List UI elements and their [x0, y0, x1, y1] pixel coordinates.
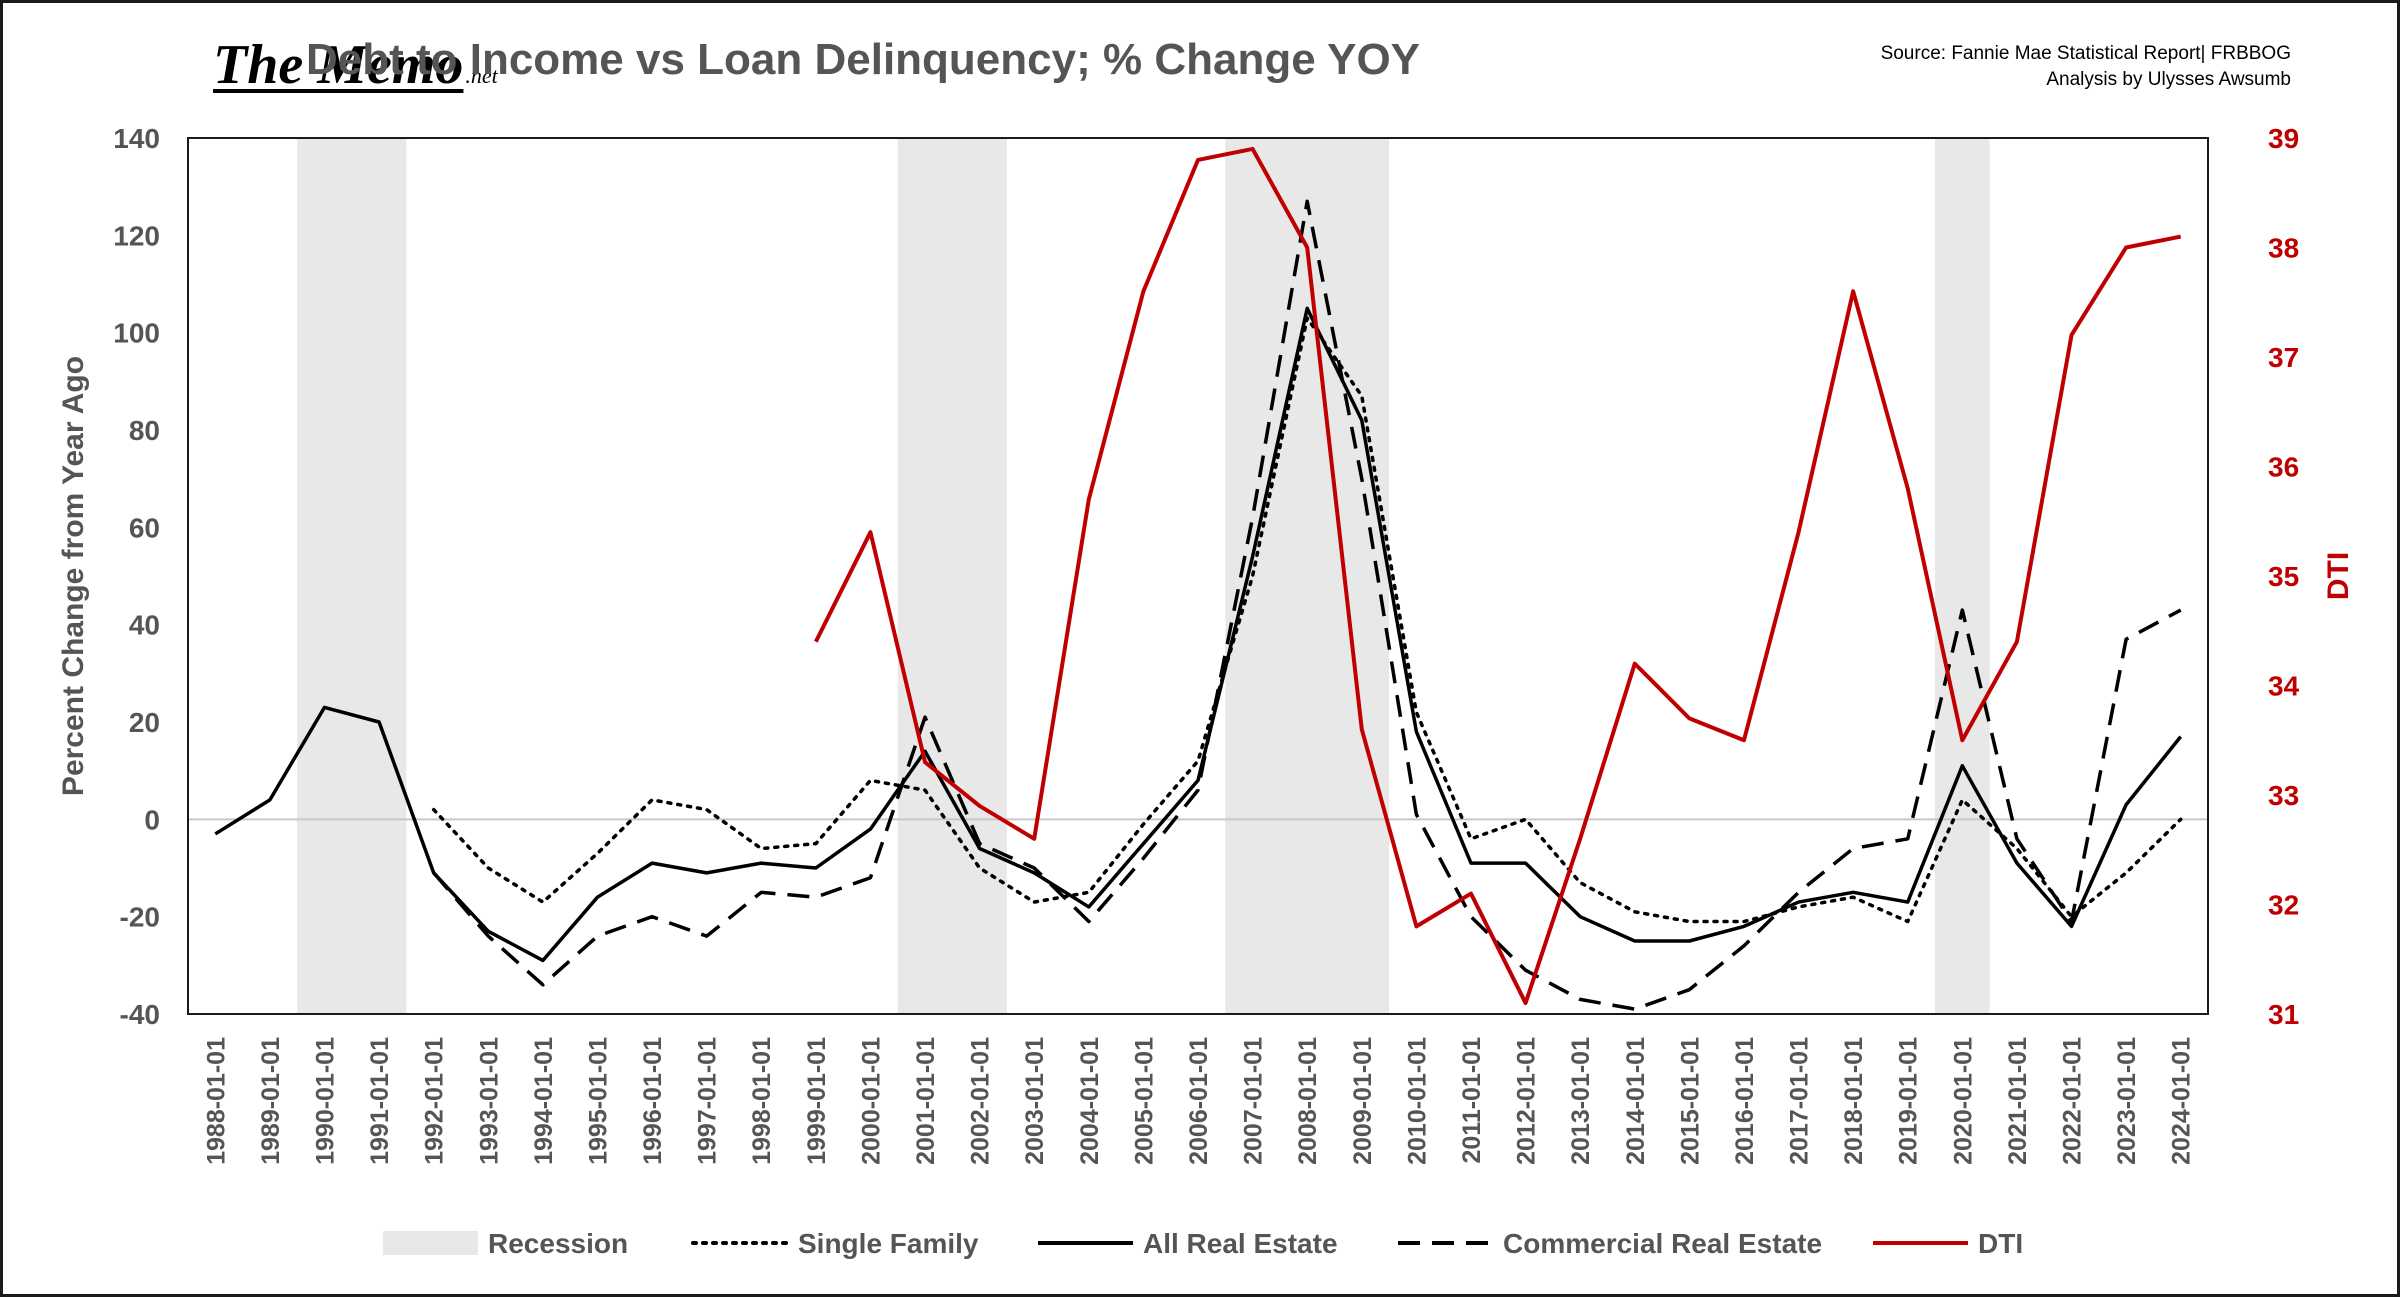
legend-label: Recession — [488, 1228, 628, 1259]
x-tick-label: 1998-01-01 — [748, 1037, 776, 1165]
y-tick-label: 20 — [129, 707, 160, 738]
series-line-all-real-estate — [214, 306, 2183, 963]
x-tick-label: 2003-01-01 — [1021, 1037, 1049, 1165]
x-tick-label: 1997-01-01 — [694, 1037, 722, 1165]
y-tick-label: -40 — [120, 999, 160, 1030]
x-tick-label: 1989-01-01 — [257, 1037, 285, 1165]
y-tick-label: -20 — [120, 902, 160, 933]
chart-canvas: -40 -20 0 20 40 60 80 100 120 140 31 32 33 34 35 36 37 38… — [57, 123, 2355, 1259]
x-tick-label: 1995-01-01 — [584, 1037, 612, 1165]
series-line-single-family — [431, 316, 2183, 924]
x-tick-label: 2011-01-01 — [1458, 1037, 1486, 1164]
x-tick-label: 2010-01-01 — [1403, 1037, 1431, 1165]
x-tick-label: 2015-01-01 — [1676, 1037, 1704, 1165]
x-tick-label: 2016-01-01 — [1731, 1037, 1759, 1165]
x-tick-label: 2006-01-01 — [1185, 1037, 1213, 1165]
recession-band — [297, 138, 407, 1014]
x-tick-label: 1999-01-01 — [803, 1037, 831, 1165]
x-tick-label: 2023-01-01 — [2113, 1037, 2141, 1165]
y-tick-label: 40 — [129, 610, 160, 641]
legend-label: Single Family — [798, 1228, 979, 1259]
x-tick-label: 2017-01-01 — [1786, 1037, 1814, 1165]
x-tick-label: 2018-01-01 — [1840, 1037, 1868, 1165]
legend-swatch-recession — [383, 1231, 478, 1255]
y2-tick-label: 39 — [2268, 123, 2299, 154]
y-axis-title: Percent Change from Year Ago — [57, 356, 90, 796]
x-tick-label: 2007-01-01 — [1240, 1037, 1268, 1165]
y2-tick-label: 32 — [2268, 890, 2299, 921]
recession-band — [1935, 138, 1990, 1014]
x-tick-label: 2014-01-01 — [1622, 1037, 1650, 1165]
y-tick-label: 120 — [113, 220, 160, 251]
y2-tick-label: 34 — [2268, 671, 2300, 702]
brand-name: The Memo — [213, 34, 464, 96]
y2-tick-label: 38 — [2268, 233, 2299, 264]
recession-band — [897, 138, 1007, 1014]
x-tick-label: 2024-01-01 — [2168, 1037, 2196, 1165]
legend-label: DTI — [1978, 1228, 2023, 1259]
x-tick-label: 1992-01-01 — [421, 1037, 449, 1165]
x-tick-label: 2002-01-01 — [967, 1037, 995, 1165]
y-tick-label: 80 — [129, 415, 160, 446]
x-tick-label: 2000-01-01 — [857, 1037, 885, 1165]
chart-title: Debt to Income vs Loan Delinquency; % Ch… — [305, 35, 1421, 84]
x-tick-label: 2013-01-01 — [1567, 1037, 1595, 1165]
x-tick-label: 1990-01-01 — [311, 1037, 339, 1165]
x-tick-label: 1991-01-01 — [366, 1037, 394, 1165]
x-tick-label: 1993-01-01 — [475, 1037, 503, 1165]
brand-logo: The Memo.net — [213, 33, 498, 97]
x-tick-label: 2004-01-01 — [1076, 1037, 1104, 1165]
y-tick-label: 0 — [144, 804, 160, 835]
series-line-dti — [814, 146, 2182, 1006]
plot-area-border — [187, 137, 2209, 1015]
x-tick-label: 2005-01-01 — [1130, 1037, 1158, 1165]
x-tick-label: 2021-01-01 — [2004, 1037, 2032, 1165]
analysis-credit: Analysis by Ulysses Awsumb — [2046, 69, 2291, 90]
y2-tick-label: 36 — [2268, 452, 2299, 483]
x-tick-label: 2019-01-01 — [1895, 1037, 1923, 1165]
x-tick-label: 2008-01-01 — [1294, 1037, 1322, 1165]
x-tick-label: 2022-01-01 — [2059, 1037, 2087, 1165]
legend-label: All Real Estate — [1143, 1228, 1338, 1259]
source-line: Source: Fannie Mae Statistical Report| F… — [1880, 43, 2291, 64]
y-tick-label: 60 — [129, 512, 160, 543]
x-tick-label: 2020-01-01 — [1949, 1037, 1977, 1165]
legend-label: Commercial Real Estate — [1503, 1228, 1822, 1259]
x-tick-label: 2001-01-01 — [912, 1037, 940, 1165]
x-tick-label: 1996-01-01 — [639, 1037, 667, 1165]
x-tick-label: 1988-01-01 — [202, 1037, 230, 1165]
series-line-commercial-real-estate — [432, 199, 2182, 1011]
y2-tick-label: 31 — [2268, 999, 2299, 1030]
x-tick-label: 2009-01-01 — [1349, 1037, 1377, 1165]
y2-tick-label: 35 — [2268, 561, 2299, 592]
y2-tick-label: 33 — [2268, 780, 2299, 811]
source-note: Source: Fannie Mae Statistical Report| F… — [1881, 41, 2291, 93]
y2-axis-title: DTI — [2322, 552, 2355, 600]
brand-suffix: .net — [465, 63, 498, 88]
x-tick-label: 1994-01-01 — [530, 1037, 558, 1165]
y-tick-label: 100 — [113, 318, 160, 349]
y2-tick-label: 37 — [2268, 342, 2299, 373]
y-tick-label: 140 — [113, 123, 160, 154]
x-tick-label: 2012-01-01 — [1513, 1037, 1541, 1165]
recession-band — [1225, 138, 1390, 1014]
